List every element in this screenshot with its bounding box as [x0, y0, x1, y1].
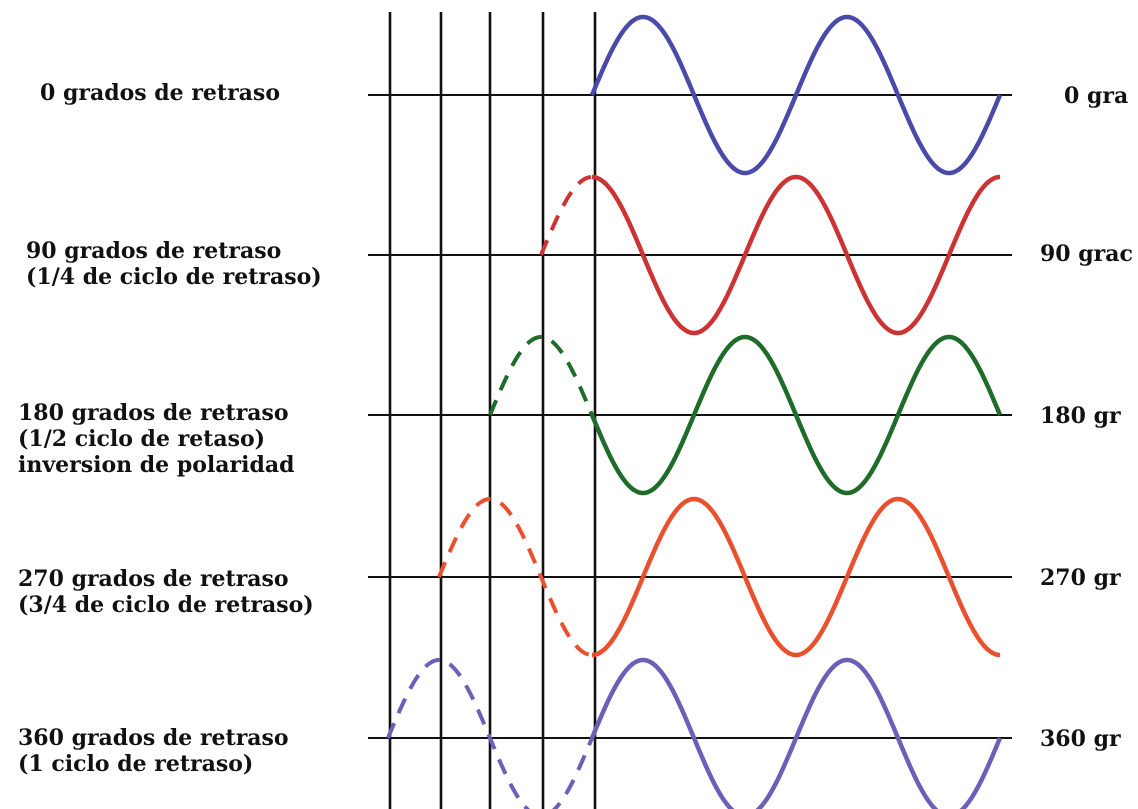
delay-segment-dashed	[386, 658, 594, 809]
waveform	[589, 14, 1003, 176]
right-label: 90 grac	[1040, 241, 1133, 267]
right-label: 0 gra	[1064, 83, 1128, 109]
left-label-line: 270 grados de retraso	[18, 566, 289, 592]
waveform	[591, 174, 1001, 336]
left-label-line: 0 grados de retraso	[40, 80, 280, 106]
right-label: 270 gr	[1040, 565, 1121, 591]
row-0-degrees: 0 grados de retraso 0 gra	[40, 14, 1128, 176]
left-label-line: (1/2 ciclo de retaso)	[18, 426, 265, 452]
delay-segment-dashed	[539, 175, 592, 256]
row-90-degrees: 90 grados de retraso(1/4 de ciclo de ret…	[26, 174, 1133, 336]
waveform	[589, 657, 1003, 809]
delay-segment-dashed	[437, 497, 592, 657]
row-360-degrees: 360 grados de retraso(1 ciclo de retraso…	[18, 657, 1121, 809]
left-label-line: (3/4 de ciclo de retraso)	[18, 592, 314, 618]
waveform	[589, 334, 1003, 496]
row-270-degrees: 270 grados de retraso(3/4 de ciclo de re…	[18, 496, 1121, 658]
right-label: 360 gr	[1040, 726, 1121, 752]
row-180-degrees: 180 grados de retraso(1/2 ciclo de retas…	[18, 334, 1121, 496]
waveform	[591, 496, 1001, 658]
left-label-line: 180 grados de retraso	[18, 400, 289, 426]
waveform-rows: 0 grados de retraso 0 gra 90 grados de ret…	[18, 14, 1133, 809]
left-label-line: 360 grados de retraso	[18, 725, 289, 751]
delay-segment-dashed	[488, 335, 594, 416]
right-label: 180 gr	[1040, 403, 1121, 429]
left-label-line: (1 ciclo de retraso)	[18, 751, 253, 777]
left-label-line: inversion de polaridad	[18, 452, 294, 478]
left-label-line: 90 grados de retraso	[26, 238, 281, 264]
left-label-line: (1/4 de ciclo de retraso)	[26, 264, 322, 290]
